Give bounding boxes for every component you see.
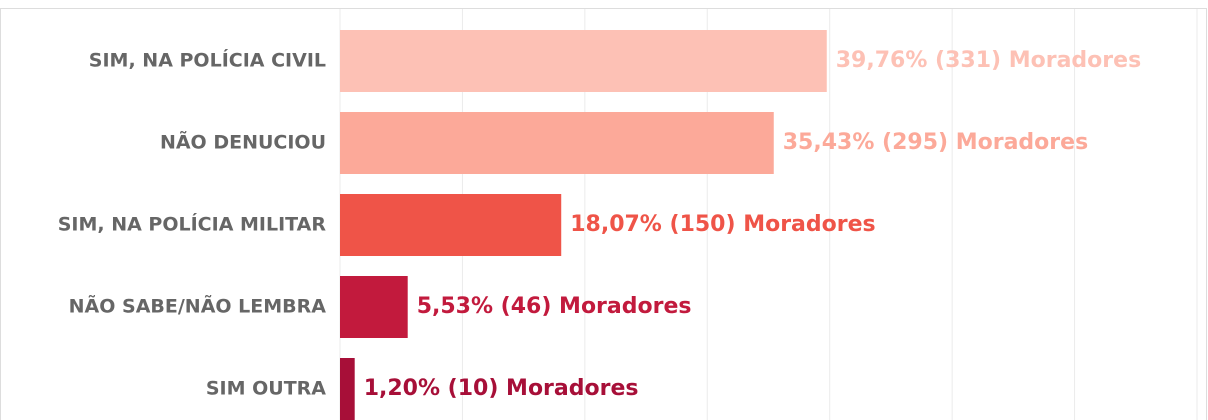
- bar: [340, 194, 562, 256]
- value-label: 39,76% (331) Moradores: [836, 48, 1141, 73]
- value-label: 35,43% (295) Moradores: [783, 130, 1088, 155]
- category-label: SIM OUTRA: [206, 378, 326, 400]
- bar: [340, 112, 774, 174]
- bar: [340, 30, 827, 92]
- category-label: NÃO DENUCIOU: [160, 130, 326, 154]
- value-label: 18,07% (150) Moradores: [570, 212, 875, 237]
- bar: [340, 358, 355, 420]
- bar: [340, 276, 408, 338]
- value-label: 5,53% (46) Moradores: [417, 294, 692, 319]
- category-label: SIM, NA POLÍCIA MILITAR: [58, 213, 327, 236]
- frame: [0, 8, 1207, 420]
- value-label: 1,20% (10) Moradores: [364, 376, 639, 401]
- category-label: SIM, NA POLÍCIA CIVIL: [89, 49, 326, 72]
- category-label: NÃO SABE/NÃO LEMBRA: [69, 294, 327, 318]
